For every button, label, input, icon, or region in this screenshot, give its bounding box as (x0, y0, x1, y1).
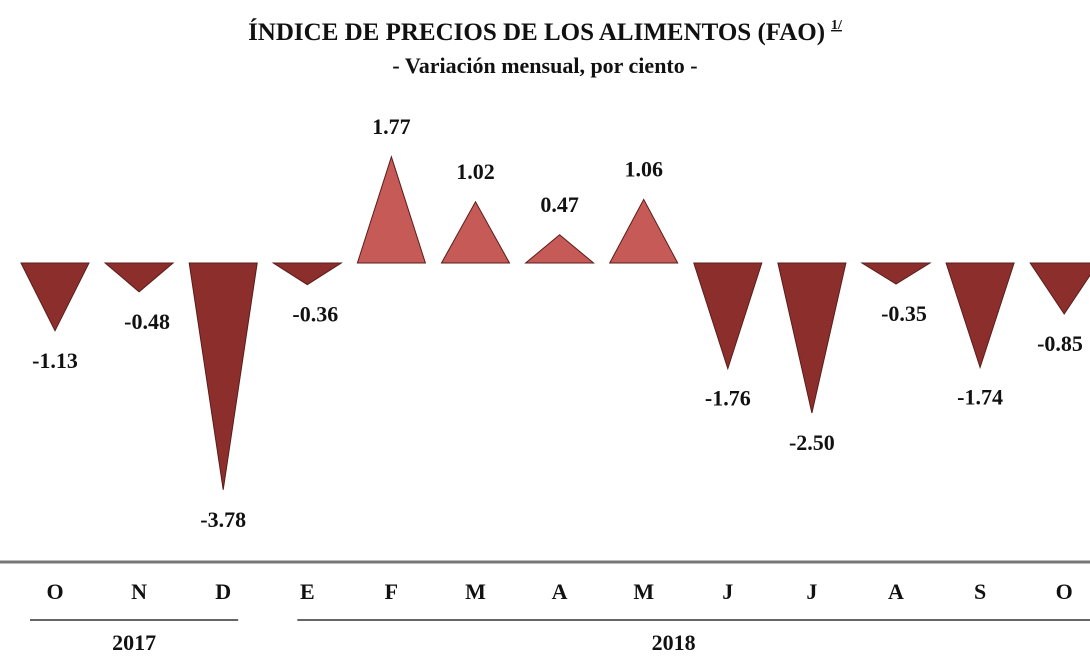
triangle (1029, 262, 1090, 315)
x-tick-label: D (215, 579, 231, 604)
x-tick-label: A (552, 579, 568, 604)
triangle (524, 234, 595, 264)
triangle (440, 200, 511, 264)
triangle (945, 262, 1015, 370)
triangle (608, 198, 679, 264)
value-label: -1.76 (705, 386, 751, 411)
chart-title: ÍNDICE DE PRECIOS DE LOS ALIMENTOS (FAO)… (248, 18, 843, 46)
x-tick-label: E (300, 579, 315, 604)
x-tick-label: A (888, 579, 904, 604)
value-label: -0.36 (292, 302, 338, 327)
x-tick-label: F (385, 579, 398, 604)
triangle (777, 262, 847, 414)
x-tick-label: S (974, 579, 986, 604)
triangle (103, 262, 175, 293)
x-tick-label: J (722, 579, 733, 604)
x-tick-label: O (1056, 579, 1073, 604)
value-label: 1.02 (456, 159, 495, 184)
triangle (693, 262, 763, 371)
triangle (356, 155, 427, 264)
value-label: 1.06 (624, 156, 663, 181)
value-label: -3.78 (200, 507, 246, 532)
chart-subtitle: - Variación mensual, por ciento - (392, 53, 697, 78)
value-label: -1.13 (32, 348, 78, 373)
group-label: 2017 (112, 630, 156, 655)
value-label: -1.74 (957, 384, 1003, 409)
title-text: ÍNDICE DE PRECIOS DE LOS ALIMENTOS (FAO) (248, 18, 825, 46)
value-label: -0.85 (1037, 331, 1083, 356)
x-tick-label: J (806, 579, 817, 604)
triangle (20, 262, 90, 332)
value-label: 1.77 (372, 114, 411, 139)
value-label: -2.50 (789, 430, 835, 455)
triangle (188, 262, 258, 490)
triangle (860, 262, 932, 285)
x-tick-label: M (465, 579, 486, 604)
x-tick-label: O (46, 579, 63, 604)
title-note: 1/ (831, 18, 843, 33)
x-tick-label: N (131, 579, 147, 604)
group-label: 2018 (652, 630, 696, 655)
value-label: -0.48 (124, 309, 170, 334)
x-tick-label: M (633, 579, 654, 604)
value-label: 0.47 (540, 192, 579, 217)
value-label: -0.35 (881, 301, 927, 326)
triangle (271, 262, 344, 286)
